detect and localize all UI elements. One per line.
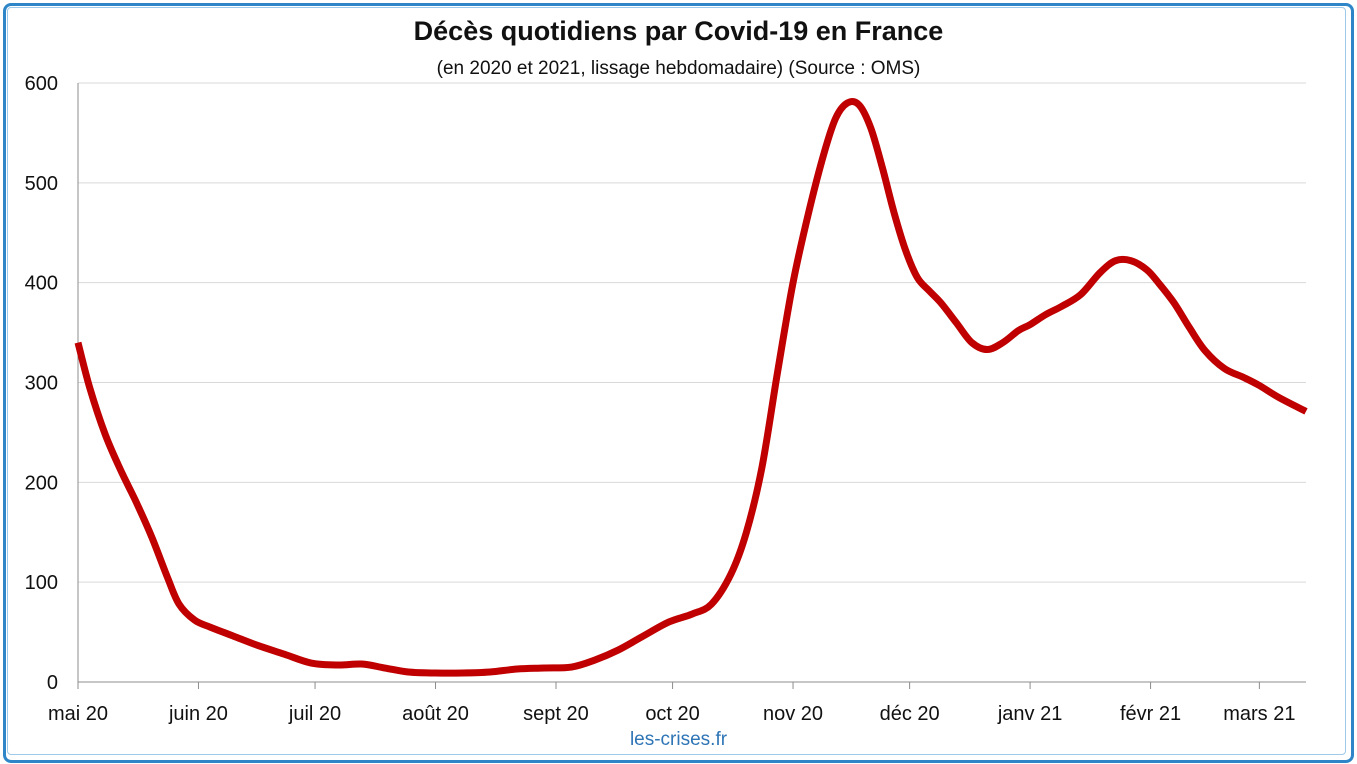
x-axis-tick-labels: mai 20 juin 20 juil 20 août 20 sept 20 oct 20… <box>48 703 1296 725</box>
y-tick-label: 0 <box>47 672 58 694</box>
chart-subtitle: (en 2020 et 2021, lissage hebdomadaire) … <box>436 58 921 79</box>
x-tick-label: oct 20 <box>645 703 699 725</box>
x-tick-label: août 20 <box>402 703 469 725</box>
x-tick-label: mars 21 <box>1223 703 1295 725</box>
y-tick-label: 300 <box>25 373 58 395</box>
x-tick-label: mai 20 <box>48 703 108 725</box>
y-tick-label: 100 <box>25 572 58 594</box>
x-tick-label: févr 21 <box>1120 703 1181 725</box>
axes <box>77 83 1306 689</box>
x-tick-label: déc 20 <box>880 703 940 725</box>
series-layer <box>74 98 1308 677</box>
x-tick-label: juil 20 <box>288 703 341 725</box>
x-tick-label: juin 20 <box>168 703 228 725</box>
series-line-deaths-0 <box>74 98 1308 677</box>
y-axis-tick-labels: 0 100 200 300 400 500 600 <box>25 73 58 694</box>
gridlines <box>78 82 1306 583</box>
source-credit: les-crises.fr <box>629 729 728 750</box>
x-tick-label: sept 20 <box>523 703 589 725</box>
y-tick-label: 500 <box>25 173 58 195</box>
chart-title: Décès quotidiens par Covid-19 en France <box>413 16 944 46</box>
x-tick-label: nov 20 <box>763 703 823 725</box>
y-tick-label: 600 <box>25 73 58 95</box>
x-tick-label: janv 21 <box>997 703 1063 725</box>
y-tick-label: 200 <box>25 472 58 494</box>
y-tick-label: 400 <box>25 273 58 295</box>
